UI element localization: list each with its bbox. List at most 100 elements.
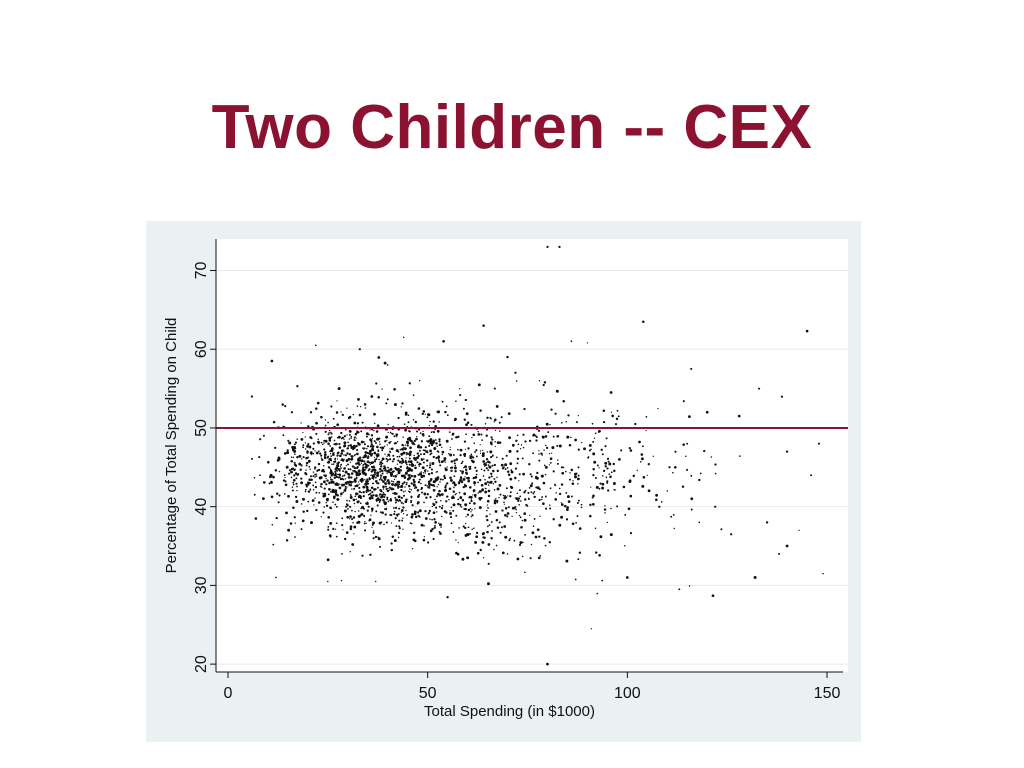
data-point: [319, 452, 322, 455]
data-point: [464, 468, 468, 472]
data-point: [535, 439, 538, 442]
data-point: [433, 447, 437, 450]
data-point: [475, 531, 479, 535]
data-point: [485, 434, 488, 437]
data-point: [472, 456, 475, 459]
data-point: [334, 489, 337, 492]
data-point: [552, 435, 555, 438]
data-point: [411, 523, 413, 525]
data-point: [373, 471, 377, 474]
data-point: [597, 431, 600, 433]
data-point: [495, 498, 497, 500]
data-point: [315, 473, 318, 475]
data-point: [326, 558, 330, 562]
data-point: [364, 464, 367, 466]
data-point: [433, 518, 436, 521]
data-point: [369, 463, 371, 466]
data-point: [407, 484, 411, 488]
data-point: [375, 453, 379, 457]
data-point: [363, 447, 366, 450]
data-point: [443, 457, 447, 461]
data-point: [449, 512, 452, 515]
data-point: [484, 487, 487, 490]
data-point: [555, 492, 557, 494]
data-point: [570, 495, 573, 498]
data-point: [449, 466, 453, 469]
data-point: [414, 466, 417, 470]
data-point: [355, 498, 357, 501]
data-point: [301, 519, 305, 523]
data-point: [372, 474, 374, 476]
data-point: [432, 488, 436, 492]
data-point: [366, 488, 369, 492]
data-point: [463, 508, 466, 511]
data-point: [591, 496, 594, 499]
data-point: [624, 545, 626, 547]
data-point: [606, 457, 610, 460]
data-point: [594, 527, 597, 530]
data-point: [530, 543, 533, 546]
data-point: [328, 432, 330, 434]
data-point: [470, 516, 473, 518]
data-point: [523, 498, 527, 501]
data-point: [295, 477, 298, 480]
data-point: [698, 478, 701, 482]
data-point: [324, 424, 327, 427]
data-point: [284, 476, 286, 479]
data-point: [474, 450, 477, 453]
data-point: [420, 458, 423, 460]
data-point: [323, 448, 326, 451]
data-point: [507, 412, 511, 415]
data-point: [528, 497, 530, 499]
data-point: [441, 515, 443, 518]
data-point: [397, 531, 401, 535]
data-point: [381, 495, 384, 498]
data-point: [402, 517, 404, 519]
data-point: [405, 457, 407, 459]
data-point: [376, 424, 380, 428]
data-point: [375, 430, 379, 433]
data-point: [576, 501, 579, 505]
data-point: [365, 522, 367, 525]
data-point: [540, 474, 543, 478]
data-point: [571, 522, 575, 526]
data-point: [536, 471, 539, 475]
data-point: [309, 489, 311, 491]
data-point: [362, 491, 365, 494]
data-point: [305, 469, 307, 471]
data-point: [422, 474, 426, 478]
data-point: [487, 469, 490, 472]
data-point: [416, 456, 419, 460]
data-point: [412, 394, 415, 396]
data-point: [449, 453, 453, 457]
data-point: [490, 418, 492, 420]
data-point: [496, 476, 498, 479]
data-point: [521, 457, 524, 460]
data-point: [298, 462, 302, 466]
data-point: [521, 519, 524, 522]
data-point: [520, 526, 523, 529]
data-point: [380, 478, 383, 482]
data-point: [371, 497, 374, 500]
data-point: [514, 467, 518, 470]
data-point: [371, 526, 373, 528]
data-point: [271, 523, 274, 526]
data-point: [354, 432, 358, 436]
data-point: [409, 460, 413, 464]
data-point: [387, 453, 390, 457]
data-point: [288, 441, 292, 445]
data-point: [413, 454, 415, 457]
data-point: [493, 421, 495, 423]
data-point: [402, 460, 405, 464]
data-point: [372, 537, 375, 540]
data-point: [305, 483, 308, 487]
data-point: [428, 435, 431, 438]
data-point: [350, 455, 354, 458]
data-point: [523, 491, 526, 494]
data-point: [360, 406, 362, 408]
data-point: [462, 477, 466, 481]
data-point: [350, 457, 354, 461]
data-point: [486, 451, 489, 453]
data-point: [358, 413, 362, 417]
data-point: [550, 452, 553, 454]
